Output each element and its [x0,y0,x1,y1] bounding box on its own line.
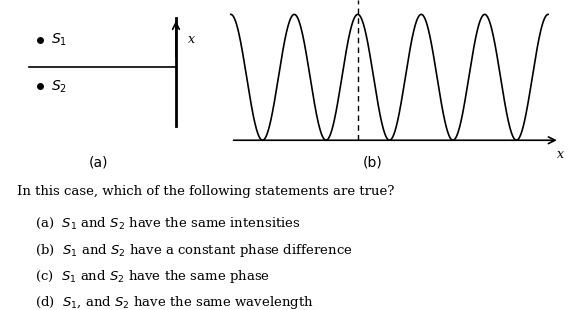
Text: x: x [188,33,194,46]
Text: (c)  $S_1$ and $S_2$ have the same phase: (c) $S_1$ and $S_2$ have the same phase [35,268,269,285]
Text: x: x [557,148,564,161]
Text: (b)  $S_1$ and $S_2$ have a constant phase difference: (b) $S_1$ and $S_2$ have a constant phas… [35,242,352,259]
Text: $S_1$: $S_1$ [51,31,67,48]
Text: (d)  $S_1$, and $S_2$ have the same wavelength: (d) $S_1$, and $S_2$ have the same wavel… [35,294,313,310]
Text: (a): (a) [88,155,108,169]
Text: $S_2$: $S_2$ [51,78,67,95]
Text: (a)  $S_1$ and $S_2$ have the same intensities: (a) $S_1$ and $S_2$ have the same intens… [35,216,301,232]
Text: (b): (b) [362,155,382,169]
Text: In this case, which of the following statements are true?: In this case, which of the following sta… [17,185,395,198]
